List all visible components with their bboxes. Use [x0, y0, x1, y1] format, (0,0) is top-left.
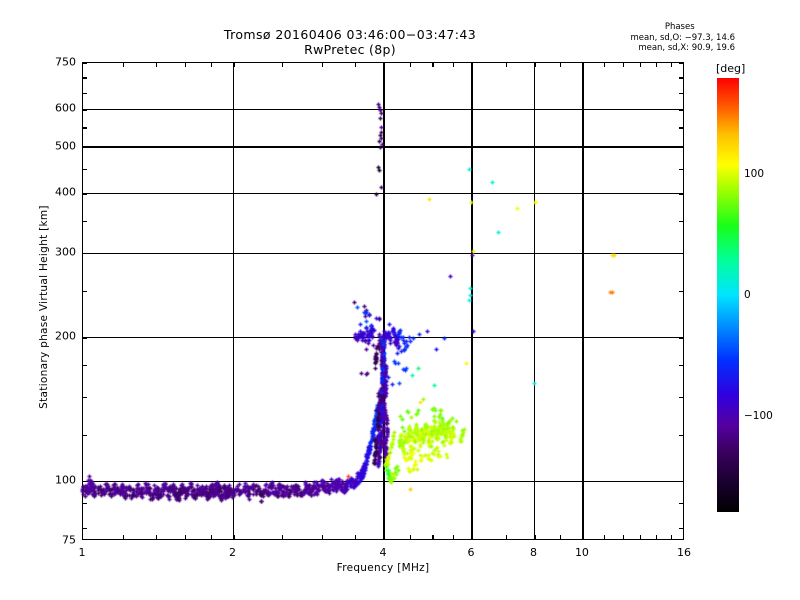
colorbar-tick-label: 100: [744, 168, 764, 180]
colorbar-title: [deg]: [716, 62, 745, 75]
x-tick-label: 1: [79, 546, 86, 559]
y-tick-label: 200: [34, 330, 76, 343]
colorbar-tick-label: 0: [744, 289, 751, 301]
ionogram-figure: Tromsø 20160406 03:46:00−03:47:43 RwPret…: [0, 0, 800, 600]
scatter-points-layer: [0, 0, 800, 600]
colorbar: [717, 78, 739, 512]
x-axis-title: Frequency [MHz]: [82, 562, 684, 574]
y-tick-label: 500: [34, 140, 76, 153]
colorbar-tick-label: −100: [744, 410, 773, 422]
y-tick-label: 750: [34, 56, 76, 69]
colorbar-gradient: [717, 78, 739, 512]
y-tick-label: 75: [34, 534, 76, 547]
x-tick-label: 4: [380, 546, 387, 559]
y-tick-label: 400: [34, 186, 76, 199]
x-tick-label: 6: [468, 546, 475, 559]
x-tick-label: 8: [530, 546, 537, 559]
x-tick-label: 2: [229, 546, 236, 559]
y-axis-title: Stationary phase Virtual Height [km]: [38, 167, 50, 447]
x-tick-label: 10: [575, 546, 589, 559]
x-tick-label: 16: [677, 546, 691, 559]
y-tick-label: 300: [34, 246, 76, 259]
y-tick-label: 100: [34, 474, 76, 487]
y-tick-label: 600: [34, 102, 76, 115]
